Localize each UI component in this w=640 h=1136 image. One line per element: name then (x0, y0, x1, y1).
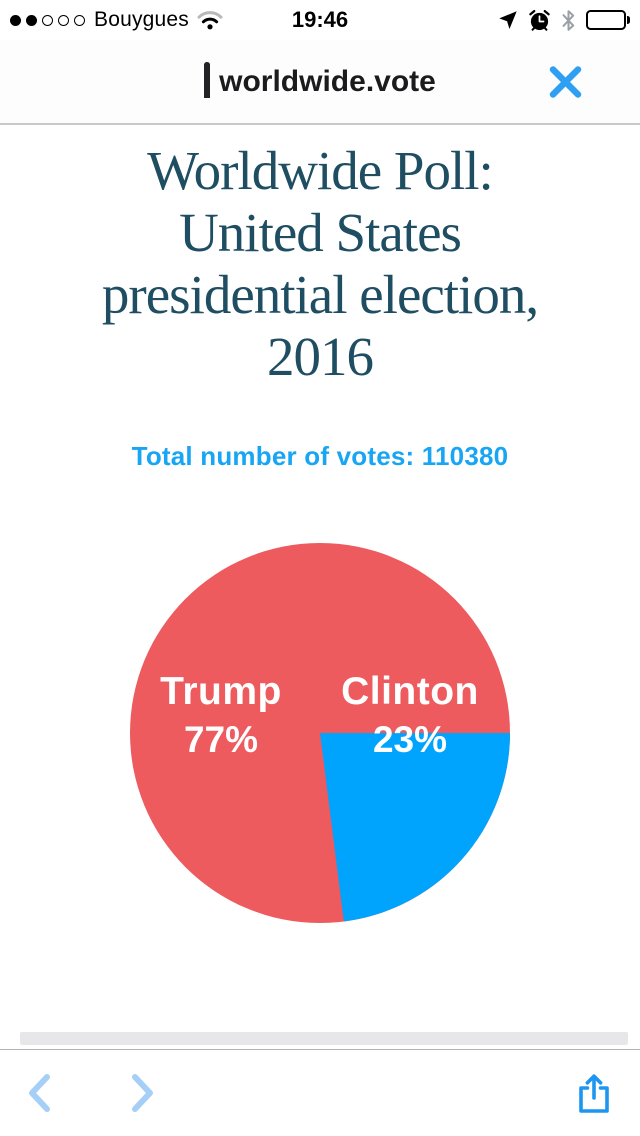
lock-icon (204, 61, 211, 99)
cell-signal-icon (10, 14, 85, 26)
wifi-icon (197, 10, 223, 30)
pie-chart: Trump 77% Clinton 23% (130, 543, 510, 923)
status-bar: Bouygues 19:46 (0, 0, 640, 40)
pie-label-clinton-percent: 23% (372, 719, 448, 760)
bluetooth-icon (560, 9, 577, 32)
url-bar: worldwide.vote (0, 40, 640, 125)
pie-label-trump: Trump 77% (121, 669, 321, 765)
total-votes-label: Total number of votes: 110380 (131, 441, 509, 471)
close-button[interactable] (547, 63, 584, 100)
carrier-label: Bouygues (94, 8, 190, 31)
title-line-4: 2016 (267, 326, 374, 387)
pie-label-clinton-name: Clinton (341, 670, 479, 713)
close-x-icon (549, 65, 582, 98)
forward-chevron-icon (132, 1074, 153, 1112)
title-line-3: presidential election, (101, 264, 539, 325)
title-line-1: Worldwide Poll: (147, 140, 494, 201)
url-domain-label: worldwide.vote (219, 64, 436, 98)
horizontal-scrollbar[interactable] (20, 1032, 628, 1045)
bottom-toolbar (0, 1049, 640, 1136)
share-icon (579, 1074, 609, 1113)
pie-slice-minority (320, 733, 510, 922)
forward-button[interactable] (129, 1073, 156, 1113)
pie-label-trump-percent: 77% (183, 719, 259, 760)
location-arrow-icon (497, 9, 519, 31)
alarm-clock-icon (528, 9, 551, 32)
title-line-2: United States (179, 202, 462, 263)
pie-label-clinton: Clinton 23% (310, 669, 510, 765)
page-title: Worldwide Poll: United States presidenti… (0, 140, 640, 388)
back-button[interactable] (26, 1073, 53, 1113)
pie-label-trump-name: Trump (160, 670, 282, 713)
share-button[interactable] (574, 1071, 614, 1115)
address-field[interactable]: worldwide.vote (204, 61, 436, 99)
back-chevron-icon (29, 1074, 50, 1112)
battery-icon (585, 10, 630, 30)
